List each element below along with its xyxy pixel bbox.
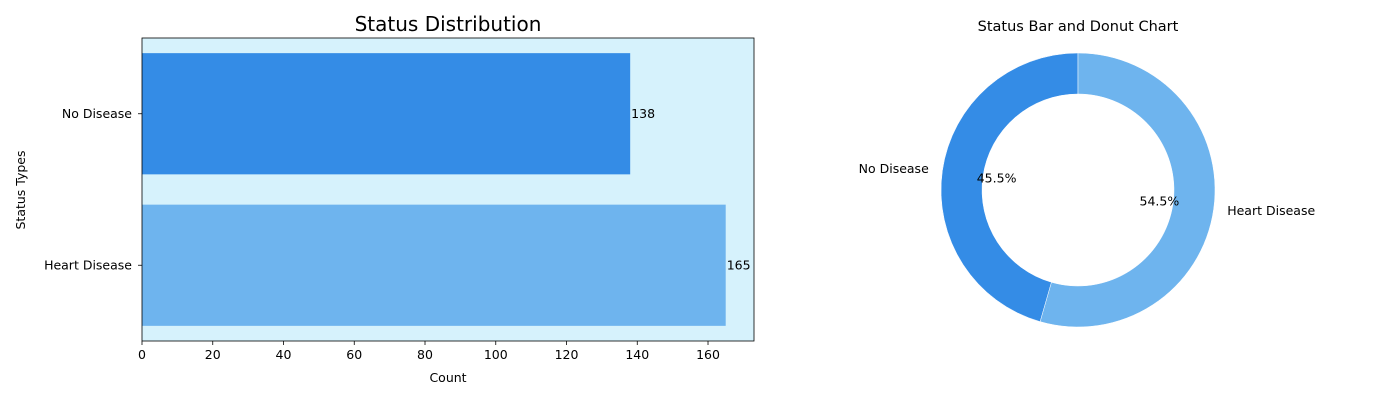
x-tick-label: 0 — [138, 347, 146, 362]
bar-series — [142, 53, 726, 326]
x-tick-label: 60 — [346, 347, 362, 362]
donut-percent-label: 45.5% — [977, 171, 1017, 186]
x-tick-label: 20 — [205, 347, 221, 362]
x-tick-label: 80 — [417, 347, 433, 362]
x-tick-label: 160 — [696, 347, 720, 362]
bar — [142, 204, 726, 326]
x-tick-label: 40 — [276, 347, 292, 362]
bar-y-axis-label: Status Types — [13, 150, 28, 229]
donut-labels: No Disease 45.5% Heart Disease 54.5% — [859, 161, 1316, 218]
donut-slice-label: No Disease — [859, 161, 929, 176]
donut-chart-title: Status Bar and Donut Chart — [978, 19, 1179, 35]
y-tick-label: No Disease — [62, 106, 132, 121]
x-tick-label: 100 — [484, 347, 508, 362]
bar-value-label: 165 — [727, 257, 751, 272]
donut-slice-label: Heart Disease — [1227, 203, 1315, 218]
bar-data-labels: 138 165 — [631, 106, 750, 273]
bar-plot-frame — [141, 37, 755, 342]
donut-slice — [1039, 52, 1216, 328]
bar-value-label: 138 — [631, 106, 655, 121]
donut-percent-label: 54.5% — [1140, 193, 1180, 208]
donut-chart-panel: Status Bar and Donut Chart No Disease 45.… — [859, 19, 1316, 328]
bar-x-axis: 0 20 40 60 80 100 120 140 160 — [138, 341, 720, 362]
bar-chart-panel: 138 165 0 20 40 60 80 100 120 140 160 No Disease H… — [13, 12, 755, 385]
bar — [142, 53, 631, 175]
bar-y-axis: No Disease Heart Disease — [44, 106, 142, 272]
x-tick-label: 120 — [555, 347, 579, 362]
donut-slice — [940, 52, 1079, 322]
x-tick-label: 140 — [625, 347, 649, 362]
bar-x-axis-label: Count — [429, 370, 466, 385]
donut-series — [940, 52, 1216, 328]
bar-chart-title: Status Distribution — [355, 12, 542, 36]
y-tick-label: Heart Disease — [44, 257, 132, 272]
